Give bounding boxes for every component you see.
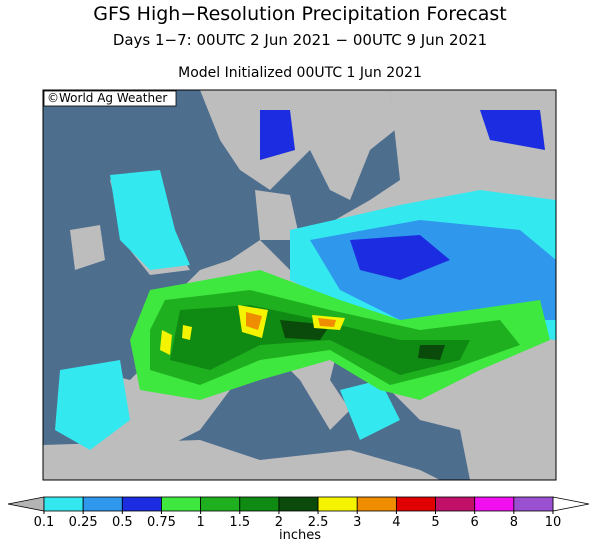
tick-label: 0.25: [69, 515, 98, 530]
color-swatch: [513, 496, 554, 512]
tick-label: 0.5: [112, 515, 133, 530]
color-swatch: [395, 496, 436, 512]
tick-label: 8: [510, 515, 518, 530]
color-swatch: [317, 496, 358, 512]
tick-label: 0.75: [147, 515, 176, 530]
tick-label: 2: [275, 515, 283, 530]
tick-label: 2.5: [308, 515, 329, 530]
map: [43, 90, 556, 480]
subtitle: Days 1−7: 00UTC 2 Jun 2021 − 00UTC 9 Jun…: [113, 31, 487, 49]
tick-label: 10: [545, 515, 562, 530]
tick-label: 4: [392, 515, 400, 530]
tick-label: 5: [431, 515, 439, 530]
tick-label: 1.5: [229, 515, 250, 530]
credit: ©World Ag Weather: [47, 91, 167, 105]
credit-box: [43, 90, 177, 107]
color-swatch: [43, 496, 84, 512]
color-swatch: [161, 496, 202, 512]
over-triangle: [552, 496, 590, 512]
color-swatch: [474, 496, 515, 512]
color-swatch: [278, 496, 319, 512]
color-swatch: [239, 496, 280, 512]
tick-label: 6: [471, 515, 479, 530]
init-time: Model Initialized 00UTC 1 Jun 2021: [178, 65, 422, 81]
tick-label: 1: [196, 515, 204, 530]
colorbar-label: inches: [279, 528, 321, 543]
color-swatch: [121, 496, 162, 512]
map-frame: [42, 89, 557, 481]
tick-label: 3: [353, 515, 361, 530]
tick-label: 0.1: [34, 515, 55, 530]
colorbar: 0.1 0.25 0.5 0.75 1 1.5 2 2.5 3 4 5 6 8 10: [7, 496, 590, 530]
title: GFS High−Resolution Precipitation Foreca…: [93, 3, 507, 25]
under-triangle: [7, 496, 45, 512]
color-swatch: [200, 496, 241, 512]
color-swatch: [435, 496, 476, 512]
color-swatch: [356, 496, 397, 512]
color-swatch: [82, 496, 123, 512]
